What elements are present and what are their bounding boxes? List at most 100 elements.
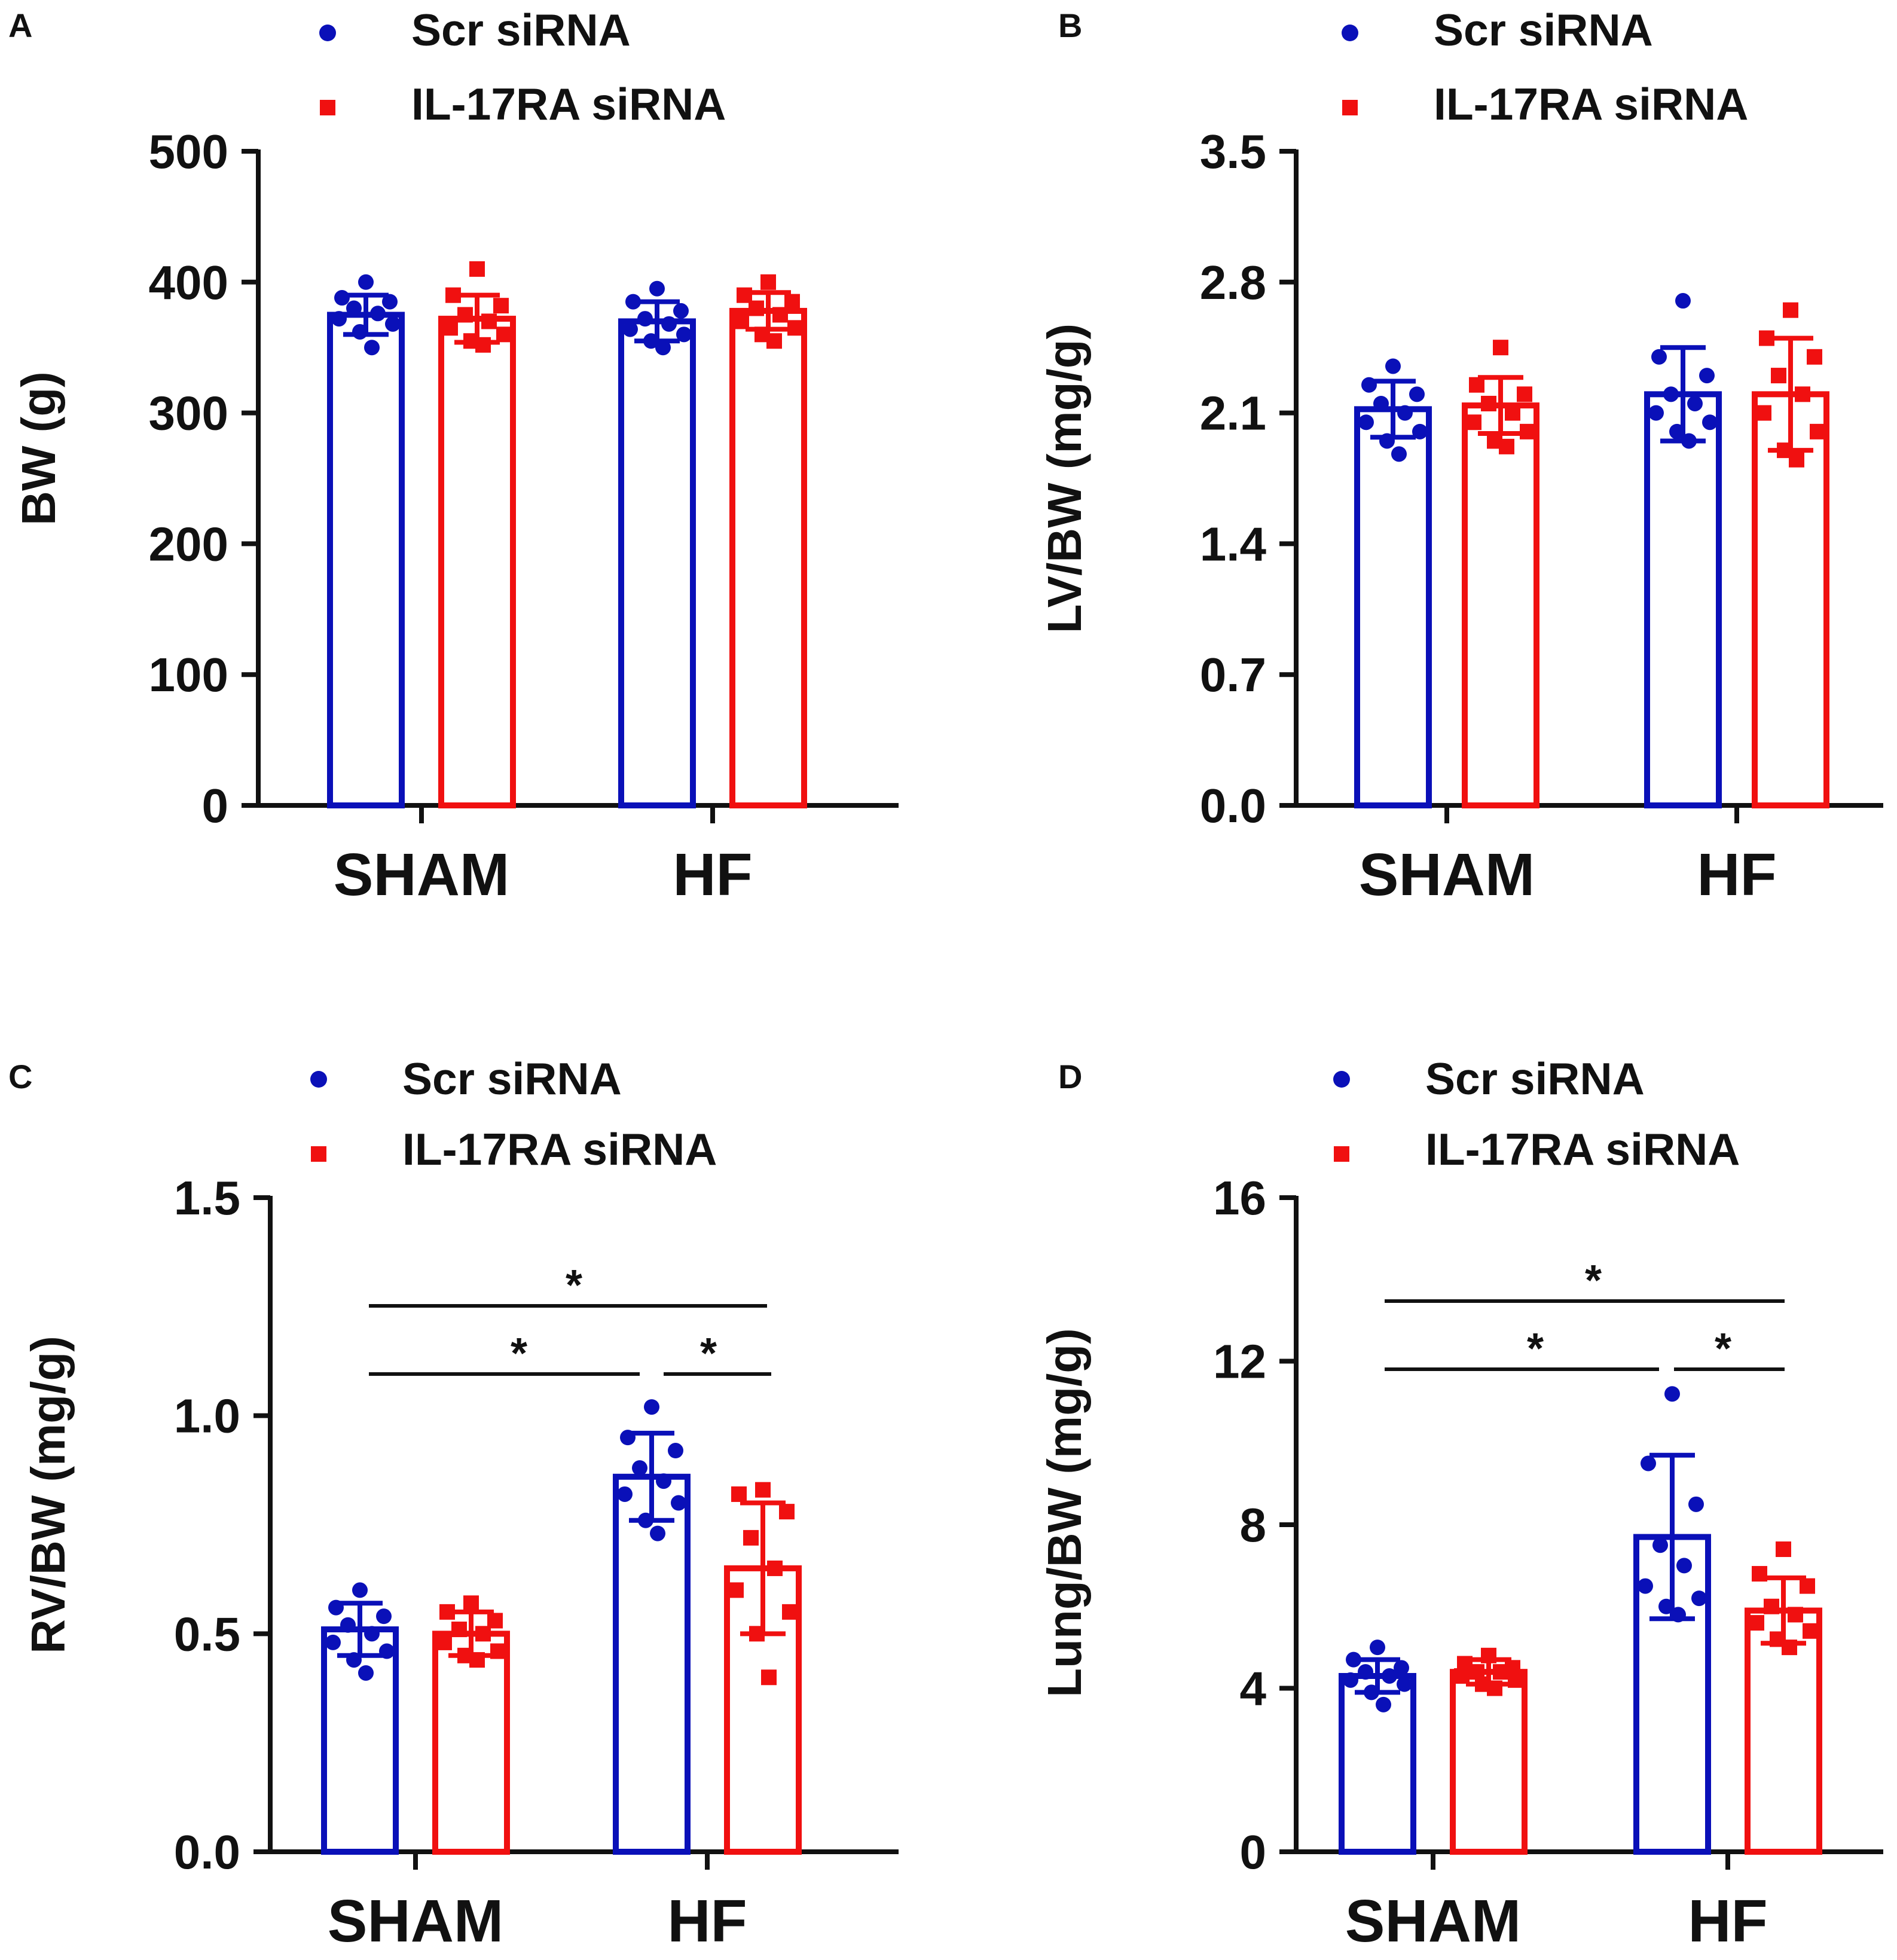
data-point — [1756, 405, 1771, 421]
data-point — [379, 1643, 395, 1659]
data-point — [457, 307, 473, 323]
data-point — [1382, 1668, 1397, 1684]
data-point — [1782, 1640, 1797, 1656]
data-point — [1394, 1660, 1409, 1676]
data-point — [358, 274, 374, 290]
data-point — [1493, 340, 1508, 356]
panel-b: B Scr siRNA IL-17RA siRNA LV/BW (mg/g) 0… — [1038, 5, 1883, 908]
data-point — [1409, 386, 1425, 402]
data-point — [1641, 1455, 1656, 1471]
data-point — [632, 1460, 647, 1476]
y-tick-label: 4 — [1240, 1662, 1267, 1715]
data-point — [767, 1560, 783, 1576]
legend-marker-scr — [1342, 25, 1358, 41]
y-tick-label: 8 — [1240, 1498, 1267, 1552]
y-tick-label: 100 — [149, 648, 228, 701]
data-point — [1676, 1558, 1692, 1574]
data-point — [1454, 1668, 1470, 1684]
data-point — [1681, 433, 1697, 449]
data-point — [334, 290, 350, 306]
y-tick-label: 1.0 — [174, 1390, 240, 1443]
data-point — [649, 280, 665, 297]
data-point — [382, 294, 398, 310]
chart-marks: * * * — [1339, 1257, 1822, 1855]
legend-label-scr: Scr siRNA — [1434, 5, 1653, 55]
data-point — [1795, 386, 1810, 402]
data-point — [1807, 349, 1822, 365]
legend-marker-il17 — [1334, 1146, 1349, 1162]
data-point — [1499, 438, 1514, 454]
axes: 0 4 8 12 16 SHAM HF — [1213, 1171, 1883, 1955]
x-tick-label: SHAM — [1345, 1888, 1521, 1955]
data-point — [1481, 395, 1496, 411]
y-axis-title: BW (g) — [12, 371, 65, 526]
data-point — [620, 1430, 636, 1446]
data-point — [490, 1643, 506, 1659]
data-point — [1379, 433, 1395, 449]
data-point — [346, 1652, 362, 1668]
data-point — [436, 1634, 452, 1650]
legend-label-il17: IL-17RA siRNA — [402, 1124, 717, 1174]
data-point — [1469, 377, 1484, 393]
significance-star: * — [511, 1330, 527, 1378]
legend-label-scr: Scr siRNA — [411, 5, 631, 55]
axes: 0 100 200 300 400 500 SHAM HF — [149, 125, 899, 908]
x-tick-label: SHAM — [328, 1888, 503, 1955]
legend-label-scr: Scr siRNA — [1425, 1054, 1645, 1104]
data-point — [1702, 414, 1718, 431]
panel-label: B — [1058, 7, 1082, 44]
x-tick-label: SHAM — [1359, 841, 1535, 908]
data-point — [743, 1529, 759, 1546]
data-point — [655, 340, 671, 356]
data-point — [1343, 1672, 1358, 1688]
legend-marker-il17 — [320, 100, 335, 115]
data-point — [439, 1604, 455, 1620]
data-point — [643, 333, 659, 349]
data-point — [749, 300, 764, 316]
data-point — [352, 323, 368, 340]
data-point — [625, 294, 641, 310]
bar — [327, 312, 405, 808]
y-tick-label: 300 — [149, 387, 228, 440]
data-point — [1749, 1615, 1764, 1631]
x-tick-label: HF — [1697, 841, 1776, 908]
data-point — [1669, 423, 1685, 439]
legend-marker-scr — [1333, 1071, 1350, 1088]
data-point — [1651, 349, 1667, 365]
legend-marker-scr — [310, 1071, 327, 1088]
data-point — [463, 1595, 479, 1611]
data-point — [731, 1486, 747, 1502]
data-point — [1688, 1496, 1704, 1512]
data-point — [766, 333, 782, 349]
panel-a: A Scr siRNA IL-17RA siRNA BW (g) 0 100 200… — [8, 5, 899, 908]
data-point — [661, 316, 677, 332]
y-tick-label: 0 — [202, 779, 229, 832]
data-point — [364, 340, 380, 356]
bar — [438, 316, 516, 808]
chart-marks: * * * — [321, 1262, 802, 1855]
data-point — [737, 287, 752, 303]
data-point — [1663, 386, 1679, 402]
y-tick-label: 16 — [1213, 1171, 1266, 1225]
y-tick-label: 0.0 — [1200, 779, 1266, 832]
data-point — [1346, 1651, 1361, 1668]
data-point — [364, 1626, 380, 1642]
y-tick-label: 400 — [149, 256, 228, 309]
data-point — [1658, 1598, 1674, 1614]
significance-star: * — [1715, 1325, 1731, 1373]
data-point — [325, 1634, 341, 1650]
axes: 0.0 0.7 1.4 2.1 2.8 3.5 SHAM HF — [1200, 125, 1883, 908]
data-point — [1764, 1598, 1779, 1614]
bar — [1644, 391, 1722, 808]
data-point — [1397, 405, 1413, 421]
data-point — [1520, 423, 1535, 439]
legend-marks — [319, 25, 336, 115]
data-point — [1376, 1696, 1391, 1712]
legend-marker-scr — [319, 25, 336, 41]
data-point — [481, 313, 497, 329]
data-point — [734, 313, 749, 329]
data-point — [779, 1504, 795, 1520]
data-point — [1664, 1386, 1680, 1402]
x-tick-label: HF — [673, 841, 752, 908]
